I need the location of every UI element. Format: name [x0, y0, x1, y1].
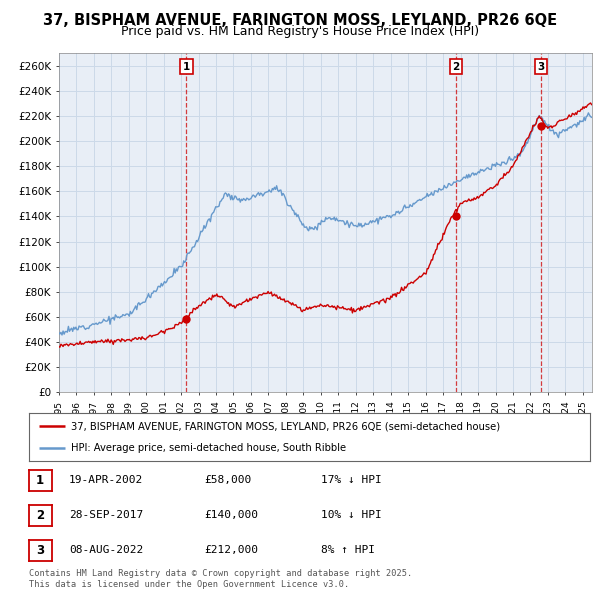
Text: 3: 3 — [36, 544, 44, 557]
Text: 8% ↑ HPI: 8% ↑ HPI — [321, 545, 375, 555]
Text: 37, BISPHAM AVENUE, FARINGTON MOSS, LEYLAND, PR26 6QE: 37, BISPHAM AVENUE, FARINGTON MOSS, LEYL… — [43, 13, 557, 28]
Text: 1: 1 — [182, 61, 190, 71]
Text: 2: 2 — [452, 61, 460, 71]
Text: 19-APR-2002: 19-APR-2002 — [69, 475, 143, 485]
Text: 1: 1 — [36, 474, 44, 487]
Text: 37, BISPHAM AVENUE, FARINGTON MOSS, LEYLAND, PR26 6QE (semi-detached house): 37, BISPHAM AVENUE, FARINGTON MOSS, LEYL… — [71, 421, 500, 431]
Text: 10% ↓ HPI: 10% ↓ HPI — [321, 510, 382, 520]
Text: 3: 3 — [538, 61, 545, 71]
Text: Price paid vs. HM Land Registry's House Price Index (HPI): Price paid vs. HM Land Registry's House … — [121, 25, 479, 38]
Text: 08-AUG-2022: 08-AUG-2022 — [69, 545, 143, 555]
Text: HPI: Average price, semi-detached house, South Ribble: HPI: Average price, semi-detached house,… — [71, 443, 346, 453]
Text: 28-SEP-2017: 28-SEP-2017 — [69, 510, 143, 520]
Text: £212,000: £212,000 — [204, 545, 258, 555]
Text: £58,000: £58,000 — [204, 475, 251, 485]
Text: 17% ↓ HPI: 17% ↓ HPI — [321, 475, 382, 485]
Text: 2: 2 — [36, 509, 44, 522]
Text: Contains HM Land Registry data © Crown copyright and database right 2025.
This d: Contains HM Land Registry data © Crown c… — [29, 569, 412, 589]
Text: £140,000: £140,000 — [204, 510, 258, 520]
